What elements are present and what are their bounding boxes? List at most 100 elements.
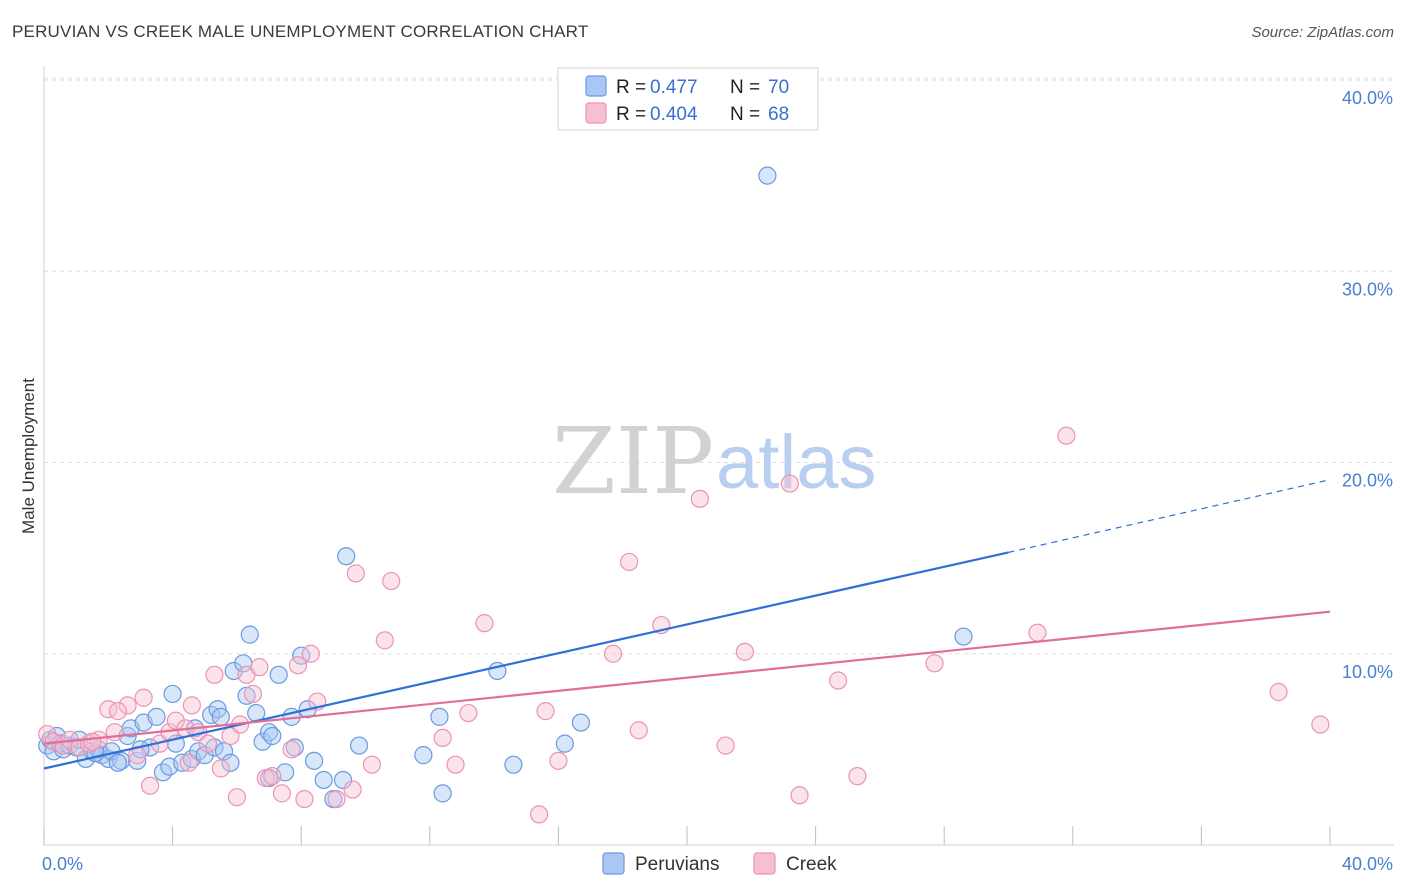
creek-point-65 bbox=[83, 732, 102, 751]
creek-point-21 bbox=[211, 759, 230, 778]
creek-point-61 bbox=[1028, 623, 1047, 642]
creek-point-29 bbox=[263, 767, 282, 786]
creek-point-41 bbox=[382, 571, 401, 591]
creek-point-33 bbox=[295, 789, 314, 809]
legend-r-value-peruvians: 0.477 bbox=[650, 77, 698, 98]
legend-swatch-peruvians bbox=[585, 75, 607, 97]
legend-n-label-creek: N = bbox=[730, 104, 760, 125]
creek-point-19 bbox=[198, 734, 218, 753]
creek-point-32 bbox=[288, 656, 308, 675]
creek-point-42 bbox=[433, 728, 452, 748]
grid-lines bbox=[44, 77, 1394, 655]
creek-point-64 bbox=[1311, 715, 1330, 734]
peruvians-point-60 bbox=[555, 734, 574, 753]
peruvians-point-40 bbox=[253, 732, 272, 751]
peruvians-points bbox=[38, 166, 973, 809]
peruvians-point-55 bbox=[414, 746, 433, 765]
peruvians-point-34 bbox=[211, 707, 230, 726]
creek-point-51 bbox=[629, 721, 648, 740]
peruvians-trend-line bbox=[43, 551, 1009, 770]
watermark: ZIP atlas bbox=[552, 408, 877, 515]
peruvians-point-67 bbox=[240, 625, 259, 644]
creek-points bbox=[38, 426, 1330, 824]
peruvians-point-24 bbox=[163, 684, 182, 704]
creek-point-11 bbox=[134, 688, 153, 707]
creek-point-12 bbox=[140, 776, 160, 795]
series-legend-swatch-creek bbox=[753, 852, 776, 875]
watermark-zip: ZIP bbox=[552, 408, 714, 515]
series-legend: Peruvians Creek bbox=[602, 852, 837, 875]
creek-point-39 bbox=[362, 755, 382, 774]
creek-point-46 bbox=[530, 805, 549, 824]
peruvians-point-18 bbox=[128, 751, 147, 770]
creek-point-44 bbox=[459, 703, 478, 723]
peruvians-point-57 bbox=[433, 784, 452, 803]
series-legend-label-creek: Creek bbox=[786, 854, 837, 875]
peruvians-point-43 bbox=[269, 665, 288, 684]
creek-point-54 bbox=[716, 736, 735, 755]
x-tick-label-min: 0.0% bbox=[42, 854, 83, 874]
peruvians-point-52 bbox=[333, 770, 353, 790]
peruvians-point-63 bbox=[954, 627, 973, 646]
creek-point-28 bbox=[256, 768, 275, 788]
peruvians-point-62 bbox=[758, 166, 777, 185]
peruvians-point-56 bbox=[430, 707, 449, 726]
creek-point-60 bbox=[925, 654, 944, 673]
y-tick-label-30: 30.0% bbox=[1342, 279, 1393, 299]
y-tick-labels: 10.0% 20.0% 30.0% 40.0% bbox=[1342, 88, 1393, 682]
peruvians-point-30 bbox=[195, 746, 214, 765]
creek-point-27 bbox=[250, 658, 269, 677]
source-label: Source: ZipAtlas.com bbox=[1251, 24, 1394, 41]
creek-point-43 bbox=[446, 755, 465, 774]
creek-trend-line bbox=[43, 610, 1331, 745]
creek-point-57 bbox=[790, 786, 809, 805]
legend-swatch-creek bbox=[585, 102, 607, 124]
creek-point-34 bbox=[301, 644, 320, 663]
creek-point-20 bbox=[205, 665, 224, 684]
creek-point-23 bbox=[227, 788, 246, 807]
series-legend-label-peruvians: Peruvians bbox=[635, 854, 720, 875]
creek-point-56 bbox=[780, 474, 799, 493]
creek-point-31 bbox=[282, 740, 301, 759]
creek-point-30 bbox=[272, 784, 292, 803]
creek-point-17 bbox=[182, 696, 201, 715]
creek-point-8 bbox=[105, 723, 124, 742]
creek-point-58 bbox=[829, 671, 848, 690]
legend-r-value-creek: 0.404 bbox=[650, 104, 698, 125]
creek-point-53 bbox=[690, 489, 709, 508]
y-axis-label: Male Unemployment bbox=[19, 378, 38, 534]
peruvians-point-21 bbox=[147, 707, 166, 726]
peruvians-point-15 bbox=[112, 751, 131, 770]
creek-point-49 bbox=[603, 644, 623, 663]
creek-point-26 bbox=[243, 684, 263, 704]
axes bbox=[43, 66, 1394, 846]
legend-n-value-creek: 68 bbox=[768, 104, 789, 125]
legend-n-value-peruvians: 70 bbox=[768, 77, 789, 98]
peruvians-point-42 bbox=[263, 726, 282, 746]
creek-point-45 bbox=[475, 614, 494, 633]
creek-point-36 bbox=[327, 789, 346, 809]
series-legend-swatch-peruvians bbox=[602, 852, 625, 875]
creek-point-37 bbox=[343, 780, 362, 799]
creek-point-48 bbox=[549, 751, 568, 770]
x-tick-labels: 0.0% 40.0% bbox=[42, 854, 1393, 874]
creek-point-67 bbox=[179, 753, 198, 772]
creek-point-66 bbox=[108, 702, 128, 721]
creek-point-9 bbox=[118, 696, 137, 715]
creek-point-59 bbox=[848, 767, 867, 786]
legend-n-label-peruvians: N = bbox=[730, 77, 760, 98]
peruvians-point-35 bbox=[214, 742, 234, 761]
x-ticks bbox=[43, 826, 1331, 845]
peruvians-trend-extension bbox=[1008, 479, 1331, 553]
creek-point-40 bbox=[375, 631, 394, 650]
creek-point-55 bbox=[735, 642, 754, 661]
peruvians-point-49 bbox=[304, 751, 324, 770]
peruvians-point-50 bbox=[314, 770, 333, 790]
peruvians-point-66 bbox=[221, 753, 240, 772]
peruvians-point-26 bbox=[173, 753, 192, 772]
peruvians-point-46 bbox=[285, 738, 304, 757]
peruvians-point-61 bbox=[571, 713, 591, 732]
x-tick-label-max: 40.0% bbox=[1342, 854, 1393, 874]
watermark-atlas: atlas bbox=[716, 420, 877, 505]
